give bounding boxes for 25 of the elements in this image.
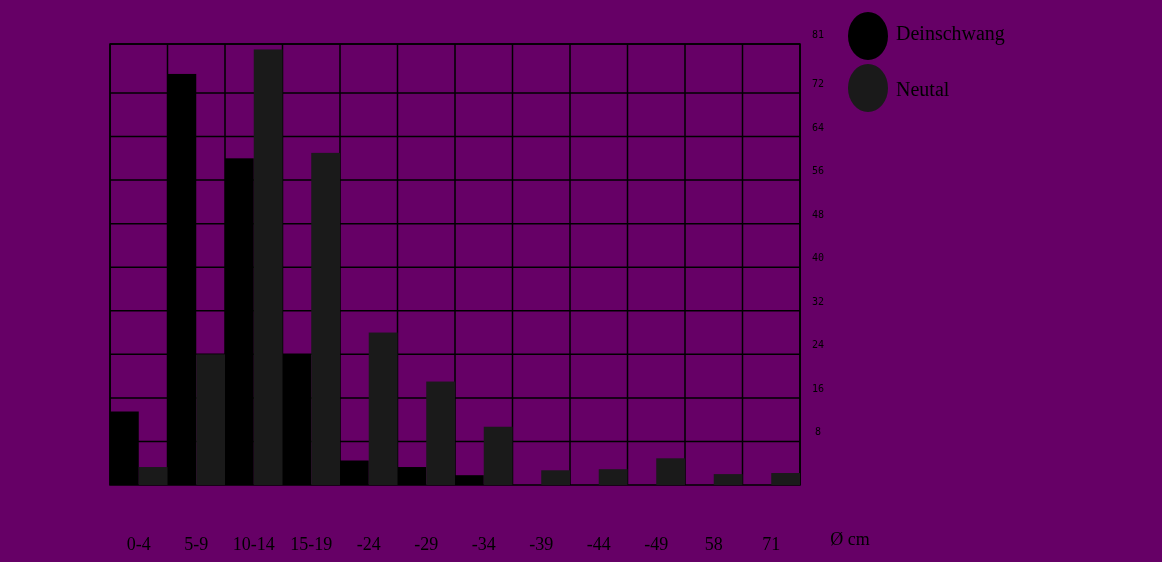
y-tick-label: 40	[811, 252, 825, 264]
x-tick-label: -44	[586, 534, 611, 554]
x-tick-label: 58	[704, 534, 723, 554]
y-tick-label: 48	[811, 208, 825, 220]
legend-label: Neutal	[896, 78, 950, 100]
y-tick-label: 8	[814, 426, 822, 438]
x-tick-label: 5-9	[184, 534, 209, 554]
x-tick-label: -39	[529, 534, 554, 554]
y-tick-label: 81	[811, 29, 825, 40]
x-tick-label: 71	[762, 534, 781, 554]
y-tick-label: 24	[811, 339, 825, 351]
y-tick-label: 56	[811, 165, 825, 177]
x-tick-label: -29	[414, 534, 439, 554]
x-tick-label: 10-14	[232, 534, 275, 554]
y-tick-label: 16	[811, 382, 825, 394]
y-tick-label: 72	[811, 78, 825, 89]
y-tick-label: 32	[811, 295, 825, 307]
legend-label: Deinschwang	[896, 22, 1005, 45]
x-axis-title: Ø cm	[830, 529, 870, 549]
x-tick-label: -24	[356, 534, 381, 554]
x-tick-label: 0-4	[126, 534, 151, 554]
x-tick-label: -34	[471, 534, 496, 554]
x-tick-label: 15-19	[290, 534, 333, 554]
x-tick-label: -49	[644, 534, 669, 554]
y-tick-label: 64	[811, 121, 825, 133]
